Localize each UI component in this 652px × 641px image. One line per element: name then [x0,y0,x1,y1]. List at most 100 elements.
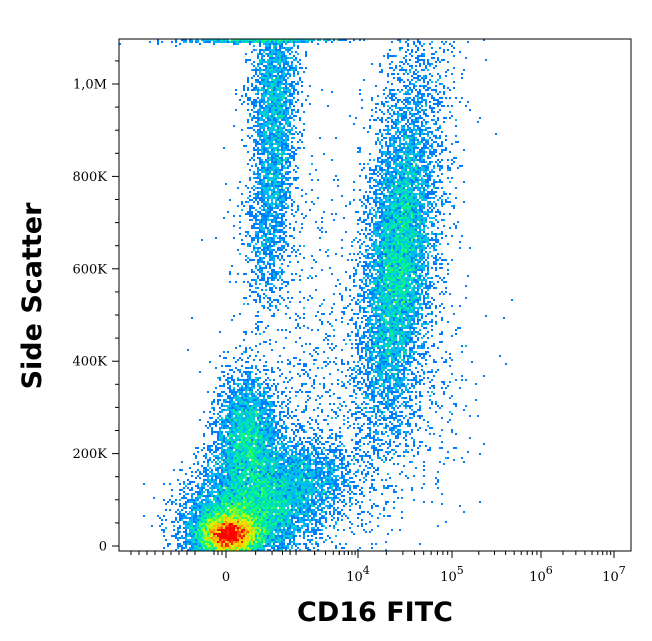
scatter-point [259,73,261,75]
scatter-point [411,257,413,259]
scatter-point [291,81,293,83]
scatter-point [273,167,275,169]
scatter-point [283,91,285,93]
scatter-point [399,131,401,133]
scatter-point [425,265,427,267]
scatter-point [259,237,261,239]
scatter-point [369,153,371,155]
scatter-point [261,57,263,59]
scatter-point [271,215,273,217]
scatter-point [259,99,261,101]
scatter-point [413,201,415,203]
scatter-point [429,101,431,103]
scatter-point [411,201,413,203]
scatter-point [277,175,279,177]
scatter-point [393,201,395,203]
scatter-point [425,85,427,87]
scatter-point [391,115,393,117]
scatter-point [265,159,267,161]
scatter-point [379,161,381,163]
scatter-point [439,213,441,215]
scatter-point [349,41,351,43]
scatter-point [267,67,269,69]
scatter-point [437,101,439,103]
scatter-point [287,107,289,109]
scatter-point [409,195,411,197]
scatter-point [269,287,271,289]
scatter-point [395,133,397,135]
scatter-point [415,283,417,285]
scatter-point [387,213,389,215]
scatter-point [279,185,281,187]
scatter-point [343,217,345,219]
scatter-point [251,41,253,43]
scatter-point [417,133,419,135]
scatter-point [387,271,389,273]
scatter-point [293,201,295,203]
scatter-point [271,69,273,71]
scatter-point [425,129,427,131]
scatter-point [397,199,399,201]
scatter-point [417,139,419,141]
scatter-point [279,209,281,211]
scatter-point [365,227,367,229]
scatter-point [417,127,419,129]
scatter-point [381,163,383,165]
scatter-point [377,209,379,211]
scatter-point [395,159,397,161]
scatter-point [387,133,389,135]
scatter-point [393,217,395,219]
scatter-point [391,191,393,193]
scatter-point [393,113,395,115]
scatter-point [281,223,283,225]
scatter-point [421,193,423,195]
scatter-point [385,281,387,283]
scatter-point [433,115,435,117]
scatter-point [397,215,399,217]
scatter-point [291,145,293,147]
scatter-point [261,215,263,217]
scatter-point [443,91,445,93]
scatter-point [267,249,269,251]
scatter-point [279,235,281,237]
scatter-point [279,249,281,251]
scatter-point [287,131,289,133]
scatter-point [439,263,441,265]
scatter-point [255,237,257,239]
scatter-point [279,177,281,179]
scatter-point [397,123,399,125]
scatter-point [255,221,257,223]
scatter-point [395,259,397,261]
scatter-point [385,143,387,145]
scatter-point [287,63,289,65]
scatter-point [423,59,425,61]
scatter-point [371,245,373,247]
scatter-point [279,205,281,207]
scatter-point [267,203,269,205]
scatter-point [267,91,269,93]
scatter-point [429,203,431,205]
scatter-point [371,249,373,251]
scatter-point [275,139,277,141]
scatter-point [411,135,413,137]
scatter-point [257,237,259,239]
scatter-point [275,129,277,131]
scatter-point [389,259,391,261]
scatter-point [299,63,301,65]
scatter-point [419,267,421,269]
scatter-point [363,167,365,169]
scatter-point [381,285,383,287]
scatter-point [281,45,283,47]
scatter-point [419,117,421,119]
scatter-point [421,247,423,249]
scatter-point [285,101,287,103]
scatter-point [243,281,245,283]
scatter-point [263,161,265,163]
scatter-point [425,259,427,261]
scatter-point [293,215,295,217]
scatter-point [409,285,411,287]
scatter-point [425,127,427,129]
scatter-point [273,109,275,111]
scatter-point [405,197,407,199]
scatter-point [397,149,399,151]
